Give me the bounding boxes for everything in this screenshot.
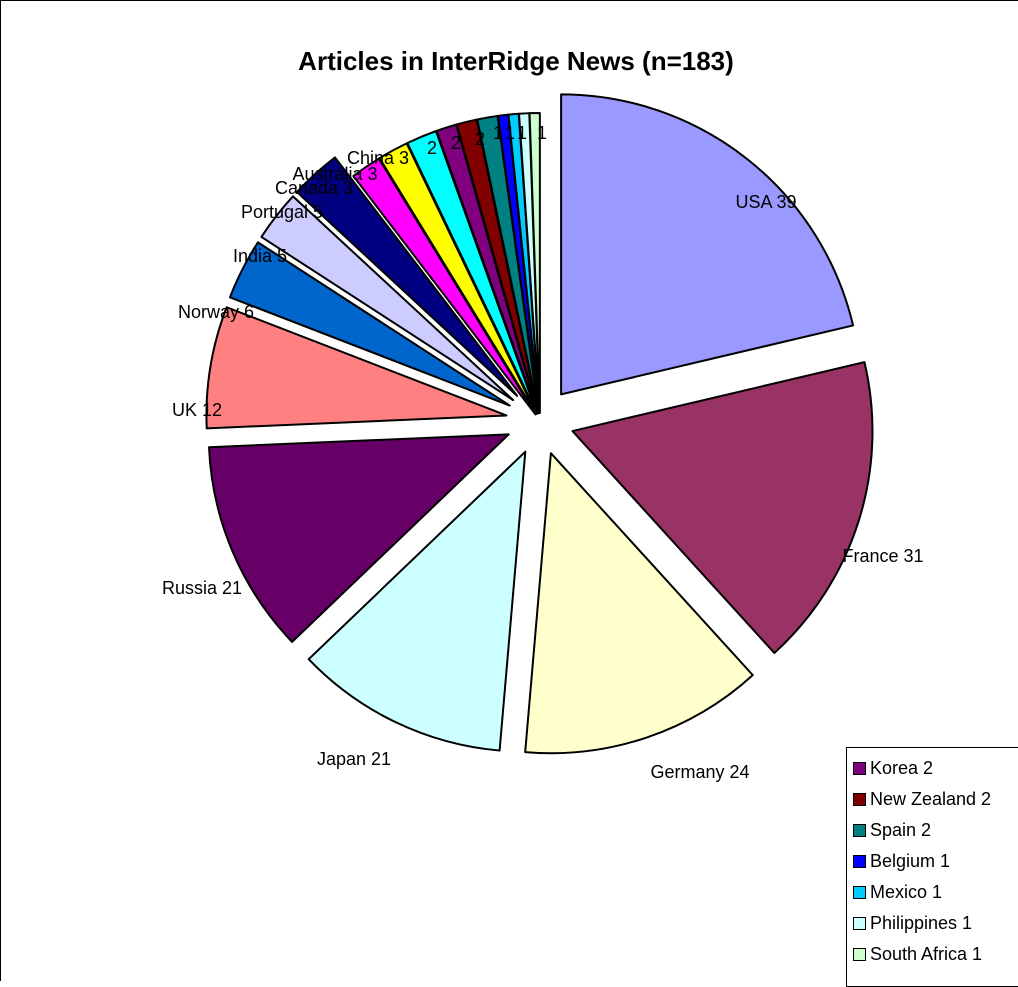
legend-label: Philippines 1 <box>870 913 972 934</box>
legend-label: Belgium 1 <box>870 851 950 872</box>
data-label-uk: UK 12 <box>172 400 222 420</box>
data-label-south-africa: 1 <box>537 123 547 143</box>
legend-item-spain: Spain 2 <box>853 818 931 842</box>
data-label-france: France 31 <box>842 546 923 566</box>
data-label-philippines: 1 <box>517 123 527 143</box>
legend: Korea 2 New Zealand 2 Spain 2 Belgium 1 Mexi… <box>846 747 1018 987</box>
data-label-usa: USA 39 <box>735 192 796 212</box>
legend-item-korea: Korea 2 <box>853 756 933 780</box>
data-label-spain: 2 <box>475 129 485 149</box>
legend-label: Spain 2 <box>870 820 931 841</box>
data-label-japan: Japan 21 <box>317 749 391 769</box>
legend-swatch <box>853 762 866 775</box>
pie-slice-usa <box>561 94 853 394</box>
data-label-russia: Russia 21 <box>162 578 242 598</box>
legend-item-new-zealand: New Zealand 2 <box>853 787 991 811</box>
data-label-mexico: 1 <box>505 123 515 143</box>
legend-swatch <box>853 793 866 806</box>
data-label-norway: Norway 6 <box>178 302 254 322</box>
legend-swatch <box>853 824 866 837</box>
legend-swatch <box>853 917 866 930</box>
legend-label: Korea 2 <box>870 758 933 779</box>
legend-label: South Africa 1 <box>870 944 982 965</box>
data-label-korea: 2 <box>427 138 437 158</box>
legend-item-south-africa: South Africa 1 <box>853 942 982 966</box>
data-label-portugal: Portugal 5 <box>241 202 323 222</box>
data-label-india: India 5 <box>233 246 287 266</box>
legend-label: New Zealand 2 <box>870 789 991 810</box>
legend-item-philippines: Philippines 1 <box>853 911 972 935</box>
data-label-germany: Germany 24 <box>650 762 749 782</box>
legend-label: Mexico 1 <box>870 882 942 903</box>
data-label-new-zealand: 2 <box>451 133 461 153</box>
data-label-belgium: 1 <box>493 123 503 143</box>
legend-item-mexico: Mexico 1 <box>853 880 942 904</box>
legend-swatch <box>853 886 866 899</box>
data-label-china: China 3 <box>347 148 409 168</box>
legend-item-belgium: Belgium 1 <box>853 849 950 873</box>
legend-swatch <box>853 855 866 868</box>
legend-swatch <box>853 948 866 961</box>
